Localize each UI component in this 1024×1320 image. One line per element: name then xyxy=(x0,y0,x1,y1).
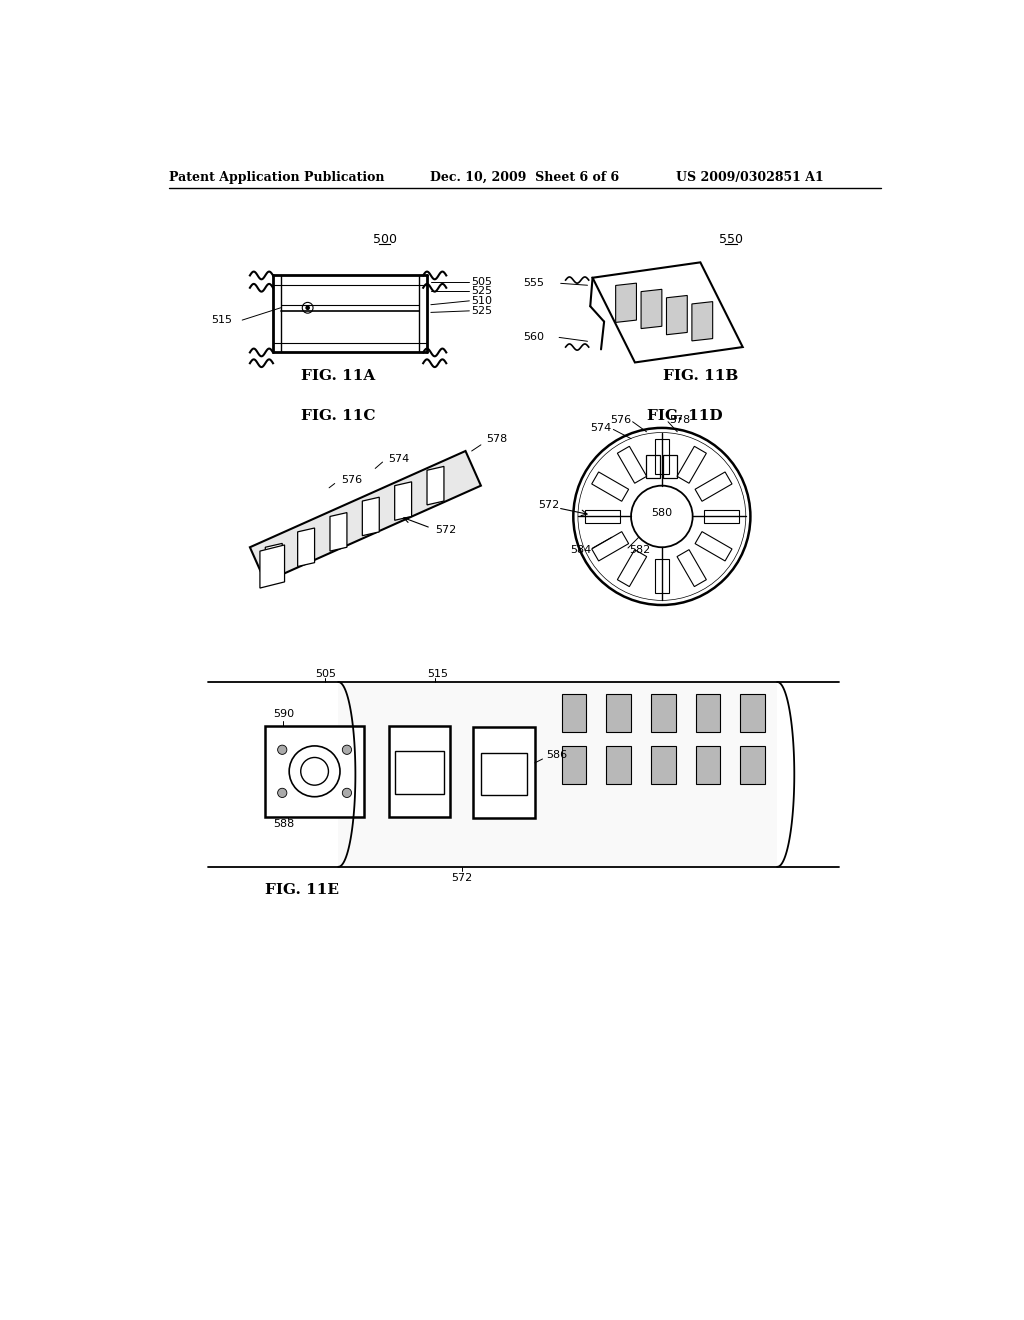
Text: 582: 582 xyxy=(630,545,651,554)
Circle shape xyxy=(342,744,351,755)
Bar xyxy=(740,746,765,784)
Text: 588: 588 xyxy=(273,820,294,829)
Text: 500: 500 xyxy=(373,232,396,246)
Bar xyxy=(651,746,676,784)
Text: 584: 584 xyxy=(569,545,591,554)
Text: 550: 550 xyxy=(719,232,743,246)
Text: 580: 580 xyxy=(651,508,673,517)
Bar xyxy=(695,693,720,733)
Text: 572: 572 xyxy=(435,524,456,535)
Text: Patent Application Publication: Patent Application Publication xyxy=(169,172,385,185)
Text: 505: 505 xyxy=(315,669,336,680)
Polygon shape xyxy=(427,466,444,506)
Text: 515: 515 xyxy=(427,669,449,680)
Text: 574: 574 xyxy=(591,422,611,433)
Circle shape xyxy=(342,788,351,797)
Text: FIG. 11D: FIG. 11D xyxy=(647,409,723,424)
Polygon shape xyxy=(394,482,412,520)
Bar xyxy=(473,727,535,818)
Bar xyxy=(388,726,451,817)
Text: Dec. 10, 2009  Sheet 6 of 6: Dec. 10, 2009 Sheet 6 of 6 xyxy=(430,172,620,185)
Text: 525: 525 xyxy=(472,306,493,315)
Text: FIG. 11E: FIG. 11E xyxy=(265,883,339,896)
Polygon shape xyxy=(265,544,283,582)
Text: US 2009/0302851 A1: US 2009/0302851 A1 xyxy=(676,172,823,185)
Text: 576: 576 xyxy=(610,416,631,425)
Text: 515: 515 xyxy=(211,315,232,325)
Text: 574: 574 xyxy=(388,454,410,463)
Polygon shape xyxy=(667,296,687,335)
Text: 555: 555 xyxy=(523,279,545,288)
Polygon shape xyxy=(615,284,637,322)
Bar xyxy=(740,693,765,733)
Text: 578: 578 xyxy=(486,434,508,445)
Text: 525: 525 xyxy=(472,286,493,296)
Circle shape xyxy=(305,305,310,310)
Text: 572: 572 xyxy=(539,500,560,510)
Circle shape xyxy=(278,788,287,797)
Polygon shape xyxy=(330,512,347,552)
Text: 572: 572 xyxy=(451,874,472,883)
Polygon shape xyxy=(692,302,713,341)
Bar xyxy=(562,693,587,733)
Polygon shape xyxy=(298,528,314,566)
Text: 510: 510 xyxy=(472,296,493,306)
Bar xyxy=(651,693,676,733)
Bar xyxy=(606,693,631,733)
Polygon shape xyxy=(362,498,379,536)
Text: 576: 576 xyxy=(341,475,361,486)
Circle shape xyxy=(278,744,287,755)
Text: FIG. 11C: FIG. 11C xyxy=(301,409,376,424)
Text: 586: 586 xyxy=(547,750,567,760)
Bar xyxy=(562,746,587,784)
Text: FIG. 11A: FIG. 11A xyxy=(301,368,376,383)
Text: FIG. 11B: FIG. 11B xyxy=(663,368,738,383)
Bar xyxy=(606,746,631,784)
Bar xyxy=(664,455,677,478)
Polygon shape xyxy=(641,289,662,329)
Bar xyxy=(265,726,364,817)
Text: 505: 505 xyxy=(472,277,493,286)
Bar xyxy=(646,455,660,478)
Text: 560: 560 xyxy=(523,333,545,342)
Polygon shape xyxy=(250,451,481,582)
Text: 590: 590 xyxy=(273,709,294,719)
Bar xyxy=(695,746,720,784)
Text: 578: 578 xyxy=(670,416,691,425)
Polygon shape xyxy=(260,545,285,589)
